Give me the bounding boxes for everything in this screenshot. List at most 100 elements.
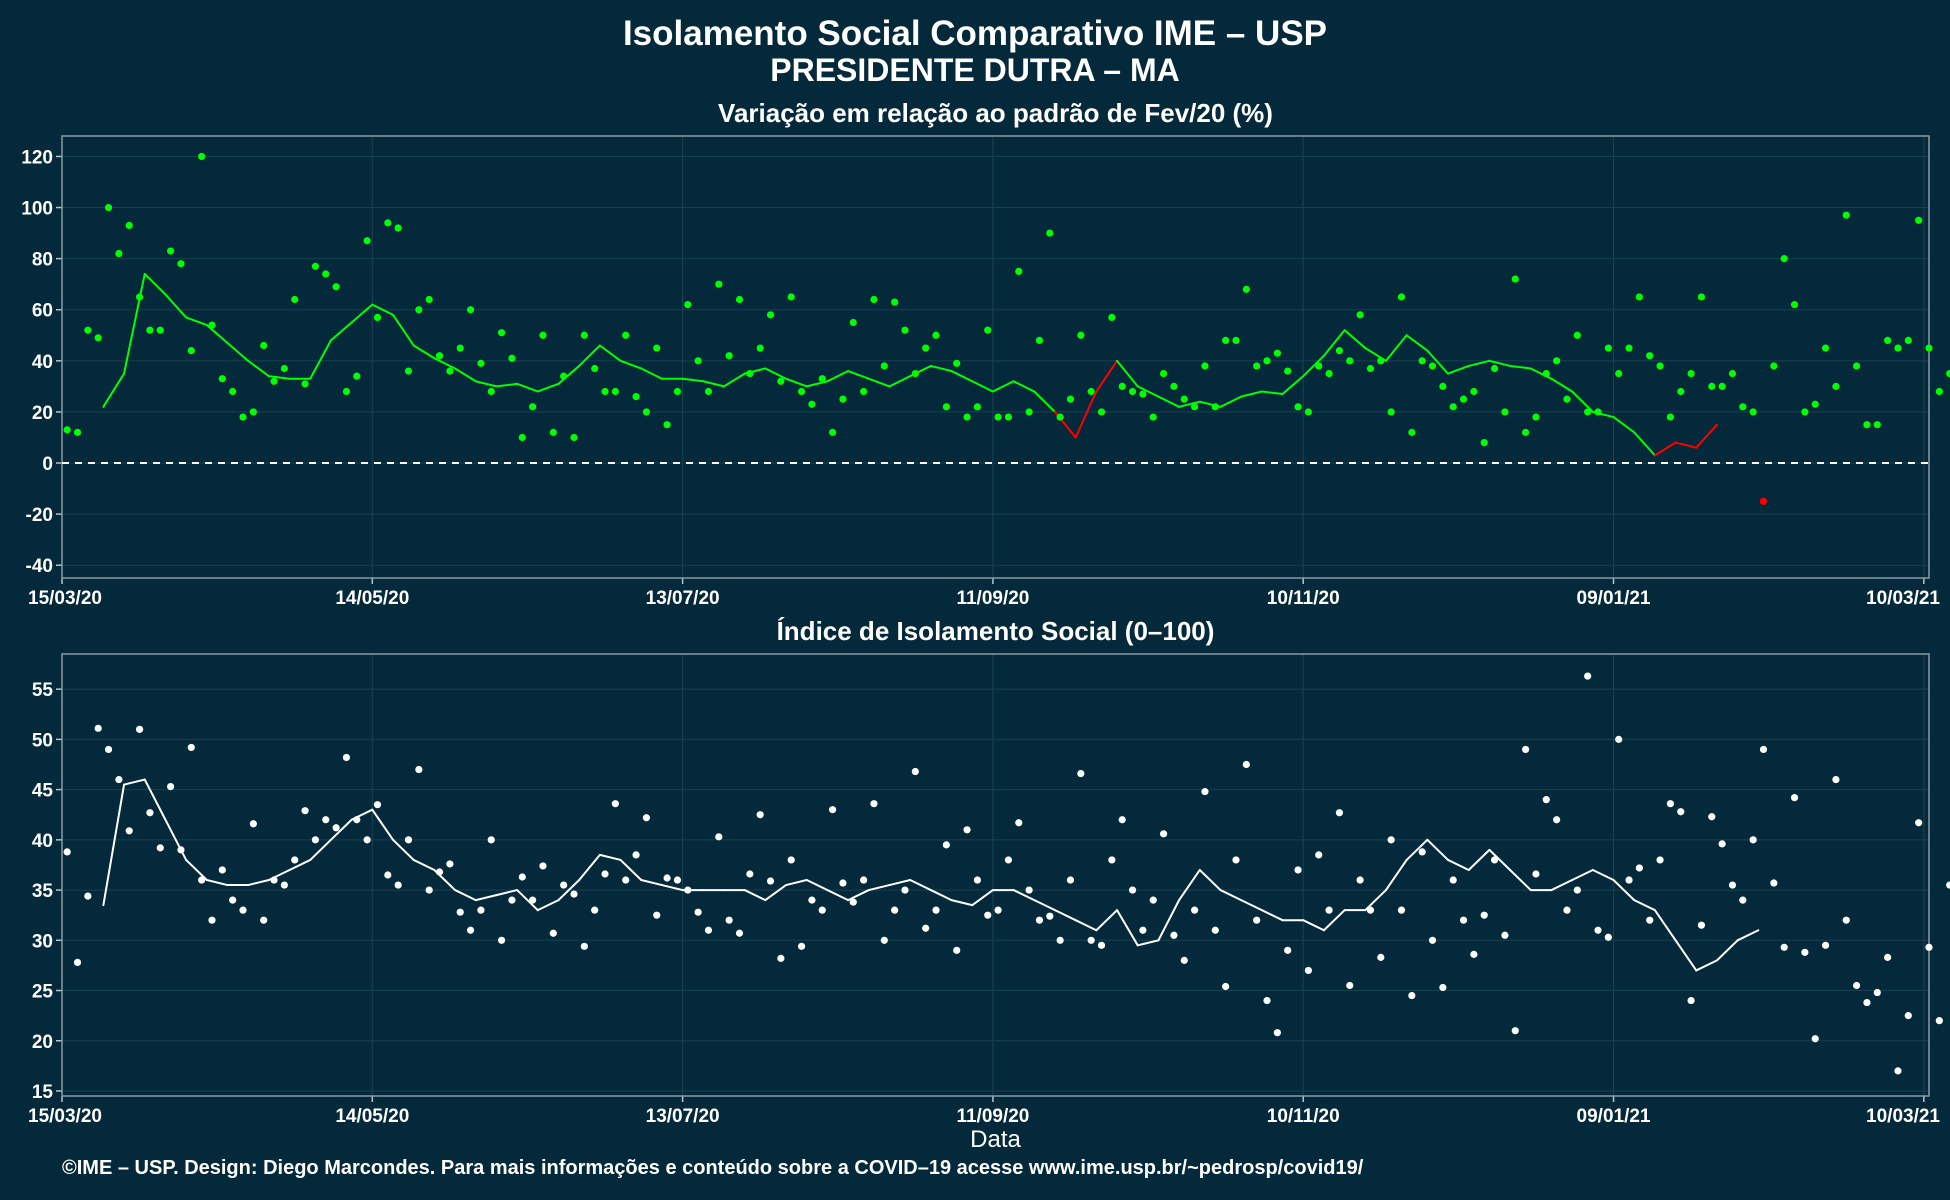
data-point bbox=[1025, 408, 1033, 416]
y-tick-label: -40 bbox=[26, 556, 53, 577]
data-point bbox=[694, 908, 702, 916]
x-axis-label: Data bbox=[970, 1126, 1021, 1153]
data-point bbox=[818, 906, 826, 914]
data-point bbox=[570, 433, 578, 442]
y-tick-label: 120 bbox=[21, 147, 53, 168]
moving-average-segment bbox=[1633, 899, 1656, 912]
data-point bbox=[1615, 735, 1623, 743]
data-point bbox=[1118, 382, 1126, 390]
data-point bbox=[104, 745, 113, 754]
data-point bbox=[1428, 936, 1437, 944]
moving-average-segment bbox=[412, 344, 436, 360]
data-point bbox=[601, 870, 609, 878]
data-point bbox=[291, 295, 299, 304]
data-point bbox=[301, 380, 309, 388]
data-point bbox=[104, 203, 113, 212]
moving-average-segment bbox=[764, 367, 788, 380]
data-point bbox=[1915, 819, 1923, 827]
data-point bbox=[1553, 357, 1561, 365]
data-point bbox=[787, 856, 795, 864]
data-point bbox=[849, 898, 857, 906]
moving-average-segment bbox=[1426, 838, 1450, 861]
data-point bbox=[1511, 275, 1519, 283]
data-point bbox=[1035, 336, 1044, 344]
data-point bbox=[249, 408, 257, 416]
data-point bbox=[1935, 1017, 1943, 1025]
data-point bbox=[1346, 357, 1354, 365]
data-point bbox=[1780, 255, 1788, 263]
moving-average-segment bbox=[143, 778, 167, 821]
data-point bbox=[1149, 413, 1157, 421]
moving-average-segment bbox=[1384, 858, 1408, 892]
x-tick-label: 15/03/20 bbox=[28, 1106, 102, 1127]
moving-average-segment bbox=[474, 380, 498, 388]
data-point bbox=[466, 306, 475, 314]
data-point bbox=[270, 876, 278, 884]
data-point bbox=[1759, 745, 1768, 754]
data-point bbox=[725, 352, 733, 360]
data-point bbox=[839, 395, 847, 403]
data-point bbox=[1780, 943, 1788, 951]
moving-average-segment bbox=[102, 372, 126, 408]
data-point bbox=[1925, 943, 1933, 951]
data-point bbox=[891, 906, 899, 914]
data-point bbox=[1884, 953, 1892, 961]
data-point bbox=[342, 387, 351, 396]
data-point bbox=[953, 359, 961, 367]
data-point bbox=[1015, 819, 1023, 827]
data-point bbox=[1222, 982, 1230, 991]
moving-average-segment bbox=[329, 818, 353, 841]
moving-average-segment bbox=[722, 372, 746, 388]
data-point bbox=[1315, 362, 1323, 370]
data-point bbox=[1459, 916, 1468, 924]
moving-average-segment bbox=[185, 858, 208, 882]
data-point bbox=[167, 783, 175, 791]
data-point bbox=[1087, 387, 1095, 396]
data-point bbox=[1604, 344, 1612, 352]
data-point bbox=[1594, 926, 1602, 934]
data-point bbox=[291, 856, 299, 864]
data-point bbox=[787, 293, 795, 301]
data-point bbox=[1346, 981, 1354, 990]
data-point bbox=[270, 377, 278, 385]
data-point bbox=[1625, 344, 1633, 352]
data-point bbox=[1366, 364, 1375, 373]
data-point bbox=[332, 824, 340, 832]
data-point bbox=[932, 906, 940, 914]
data-point bbox=[322, 270, 330, 278]
data-point bbox=[1511, 1027, 1519, 1035]
moving-average-segment bbox=[516, 382, 539, 393]
data-point bbox=[1180, 395, 1188, 403]
data-point bbox=[1097, 408, 1106, 416]
y-tick-label: 45 bbox=[32, 781, 54, 802]
data-point bbox=[466, 926, 475, 934]
moving-average-segment bbox=[619, 858, 643, 882]
moving-average-segment bbox=[391, 313, 415, 347]
moving-average-segment bbox=[1674, 939, 1698, 972]
data-point bbox=[125, 221, 133, 230]
moving-average-segment bbox=[1322, 909, 1346, 932]
moving-average-segment bbox=[847, 889, 870, 902]
data-point bbox=[518, 873, 526, 881]
moving-average-segment bbox=[329, 321, 353, 342]
moving-average-segment bbox=[123, 778, 146, 786]
moving-average-segment bbox=[247, 879, 270, 887]
data-point bbox=[1708, 382, 1716, 390]
data-point bbox=[208, 916, 216, 924]
data-point bbox=[1046, 912, 1054, 920]
data-point bbox=[73, 958, 82, 966]
data-point bbox=[311, 262, 320, 270]
data-point bbox=[1728, 881, 1737, 889]
moving-average-segment bbox=[578, 853, 601, 882]
moving-average-segment bbox=[1116, 909, 1139, 947]
data-point bbox=[1056, 413, 1064, 421]
moving-average-segment bbox=[1157, 899, 1181, 942]
data-point bbox=[260, 916, 268, 924]
data-point bbox=[746, 370, 754, 378]
data-point bbox=[1604, 933, 1612, 941]
moving-average-segment bbox=[164, 818, 188, 861]
x-tick-label: 11/09/20 bbox=[956, 588, 1029, 609]
data-point bbox=[1284, 946, 1292, 954]
data-point bbox=[591, 906, 599, 914]
